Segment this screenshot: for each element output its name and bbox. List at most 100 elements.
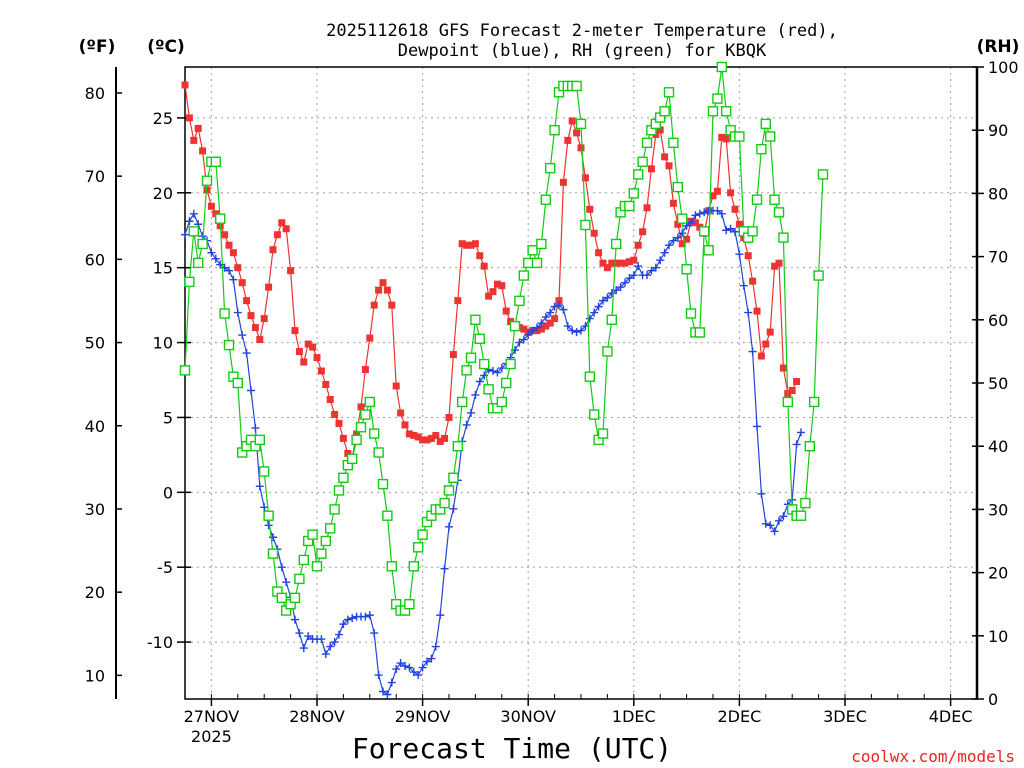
- relative-humidity-point: [769, 194, 780, 205]
- temperature-point: [669, 199, 677, 207]
- chart-title-line-1: 2025112618 GFS Forecast 2-meter Temperat…: [326, 21, 838, 41]
- dewpoint-point: [392, 665, 401, 674]
- relative-humidity-point: [457, 396, 468, 408]
- relative-humidity-point: [602, 346, 613, 357]
- temperature-point: [291, 327, 299, 335]
- temperature-point: [379, 279, 387, 287]
- dewpoint-point: [665, 241, 673, 250]
- dewpoint-point: [225, 266, 233, 275]
- relative-humidity-point: [804, 441, 815, 452]
- relative-humidity-point: [294, 573, 305, 585]
- relative-humidity-point: [703, 245, 714, 256]
- temperature-point: [410, 431, 418, 439]
- dewpoint-point: [436, 611, 445, 620]
- relative-humidity-point: [633, 169, 644, 180]
- rh-tick-label: 20: [988, 564, 1008, 583]
- temperature-point: [397, 409, 405, 417]
- relative-humidity-point: [364, 396, 375, 408]
- temperature-point: [458, 240, 466, 248]
- dewpoint-point: [731, 227, 739, 236]
- temperature-point: [537, 325, 545, 333]
- dewpoint-point: [370, 629, 379, 638]
- relative-humidity-point: [377, 478, 389, 490]
- fahrenheit-tick-label: 80: [85, 84, 105, 103]
- dewpoint-point: [343, 615, 352, 624]
- relative-humidity-point: [210, 156, 222, 168]
- dewpoint-point: [339, 620, 348, 629]
- temperature-point: [788, 386, 796, 394]
- relative-humidity-point: [637, 156, 648, 168]
- temperature-point: [713, 187, 721, 195]
- dewpoint-point: [739, 281, 748, 290]
- relative-humidity-point: [760, 118, 771, 130]
- x-tick-label: 3DEC: [823, 707, 867, 726]
- temperature-point: [339, 434, 347, 442]
- relative-humidity-point: [179, 365, 191, 376]
- temperature-point: [480, 262, 488, 270]
- relative-humidity-point: [443, 485, 455, 496]
- fahrenheit-tick-label: 50: [85, 334, 105, 353]
- dewpoint-point: [493, 368, 502, 377]
- temperature-point: [661, 153, 669, 161]
- dewpoint-point: [691, 211, 700, 220]
- temperature-point: [229, 249, 237, 257]
- dewpoint-point: [251, 423, 260, 432]
- dewpoint-point: [321, 650, 330, 659]
- relative-humidity-point: [663, 87, 675, 98]
- dewpoint-point: [792, 440, 801, 449]
- temperature-point: [256, 336, 264, 344]
- relative-humidity-point: [276, 592, 287, 604]
- temperature-point: [762, 340, 770, 348]
- dewpoint-point: [317, 635, 326, 644]
- temperature-point: [207, 202, 215, 210]
- relative-humidity-point: [514, 295, 525, 307]
- relative-humidity-point: [712, 93, 723, 104]
- dewpoint-point: [471, 390, 480, 399]
- temperature-point: [793, 378, 801, 386]
- dewpoint-point: [726, 224, 735, 233]
- relative-humidity-point: [369, 428, 380, 439]
- dewpoint-point: [427, 654, 436, 663]
- temperature-point: [731, 205, 739, 213]
- rh-tick-label: 40: [988, 437, 1008, 456]
- temperature-point: [436, 437, 444, 445]
- temperature-point: [718, 133, 726, 141]
- temperature-point: [273, 231, 281, 239]
- relative-humidity-point: [289, 592, 301, 604]
- temperature-point: [577, 144, 585, 152]
- temperature-point: [603, 264, 611, 272]
- temperature-point: [445, 413, 453, 421]
- dewpoint-point: [361, 612, 370, 621]
- relative-humidity-point: [338, 472, 349, 483]
- celsius-tick-label: 5: [163, 408, 173, 427]
- relative-humidity-point: [461, 365, 472, 376]
- temperature-point: [617, 259, 625, 267]
- temperature-point: [691, 219, 699, 227]
- dewpoint-point: [515, 338, 524, 347]
- temperature-point: [190, 136, 198, 144]
- temperature-point: [590, 229, 598, 237]
- relative-humidity-point: [298, 554, 309, 566]
- relative-humidity-point: [817, 169, 829, 180]
- celsius-tick-label: 20: [153, 184, 173, 203]
- relative-humidity-point: [470, 314, 481, 325]
- temperature-point: [260, 315, 268, 323]
- relative-humidity-point: [589, 409, 600, 420]
- temperature-point: [331, 410, 339, 418]
- temperature-point: [287, 267, 295, 275]
- temperature-point: [559, 178, 567, 186]
- temperature-point: [282, 225, 290, 233]
- relative-humidity-point: [545, 162, 556, 174]
- relative-humidity-point: [734, 131, 745, 142]
- dewpoint-point: [660, 248, 669, 257]
- rh-tick-label: 0: [988, 690, 998, 709]
- temperature-point: [414, 433, 422, 441]
- dewpoint-point: [651, 263, 660, 272]
- temperature-point: [366, 334, 374, 342]
- relative-humidity-point: [307, 529, 318, 540]
- dewpoint-point: [348, 614, 357, 623]
- temperature-point: [766, 328, 774, 336]
- temperature-point: [744, 252, 752, 260]
- temperature-point: [498, 282, 506, 290]
- watermark-link[interactable]: coolwx.com/models: [851, 747, 1015, 766]
